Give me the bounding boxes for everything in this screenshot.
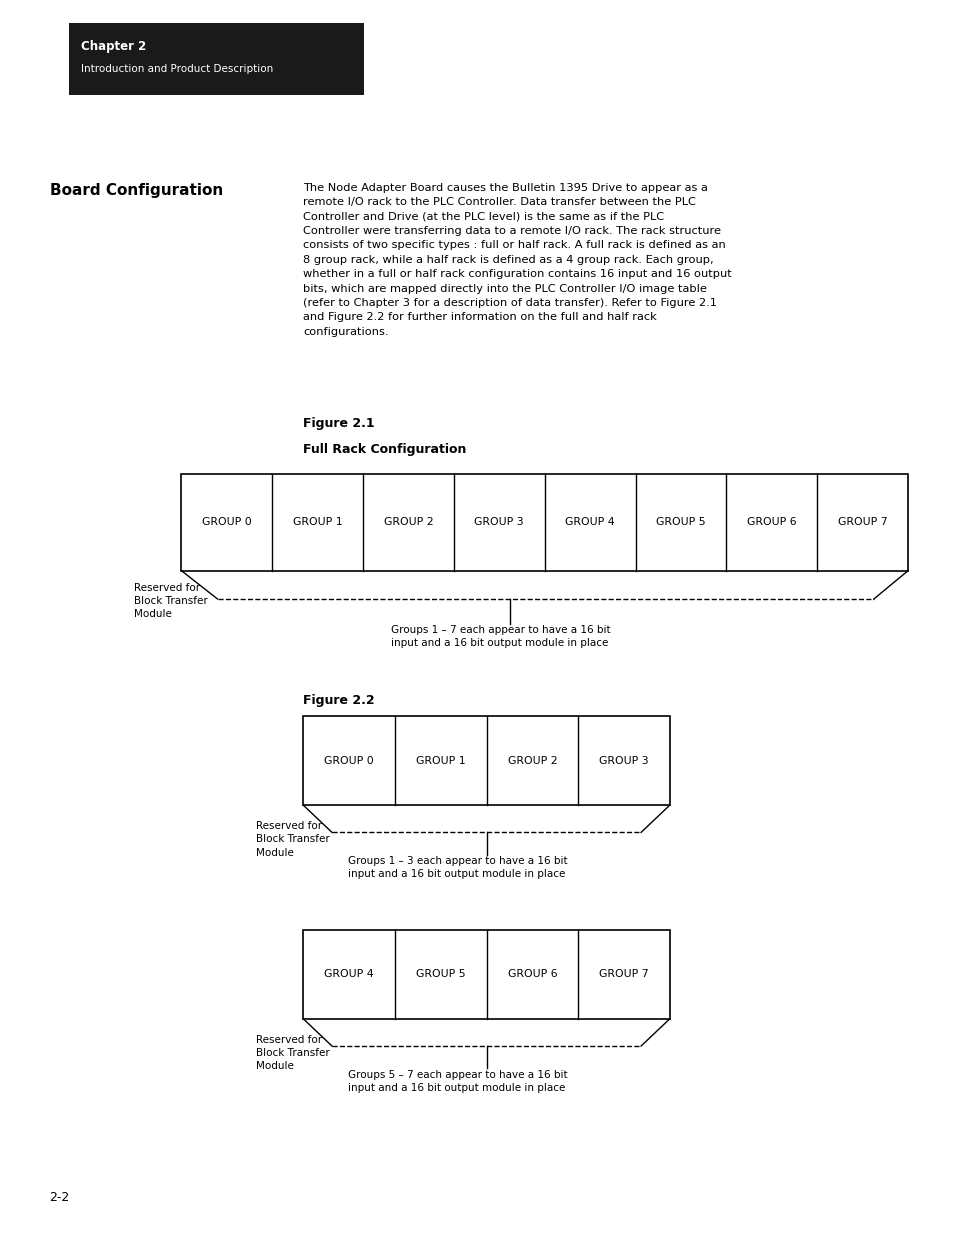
Text: GROUP 1: GROUP 1: [416, 756, 465, 766]
Text: GROUP 6: GROUP 6: [507, 969, 557, 979]
Text: Introduction and Product Description: Introduction and Product Description: [81, 64, 274, 74]
Text: Reserved for
Block Transfer
Module: Reserved for Block Transfer Module: [255, 1035, 329, 1071]
Text: Reserved for
Block Transfer
Module: Reserved for Block Transfer Module: [255, 821, 329, 857]
Bar: [69, 23, 364, 95]
Text: GROUP 0: GROUP 0: [202, 517, 252, 527]
Text: Half Rack Configuration: Half Rack Configuration: [303, 721, 470, 734]
Text: 2-2: 2-2: [50, 1191, 70, 1204]
Text: GROUP 5: GROUP 5: [416, 969, 465, 979]
Text: GROUP 4: GROUP 4: [565, 517, 615, 527]
Text: Figure 2.2: Figure 2.2: [303, 694, 375, 708]
Text: GROUP 5: GROUP 5: [656, 517, 705, 527]
Text: GROUP 2: GROUP 2: [383, 517, 433, 527]
Text: Board Configuration: Board Configuration: [50, 183, 223, 198]
Bar: [303, 716, 669, 805]
Bar: [181, 474, 907, 571]
Text: Reserved for
Block Transfer
Module: Reserved for Block Transfer Module: [133, 583, 207, 619]
Text: GROUP 7: GROUP 7: [598, 969, 648, 979]
Text: Groups 5 – 7 each appear to have a 16 bit
input and a 16 bit output module in pl: Groups 5 – 7 each appear to have a 16 bi…: [348, 1070, 567, 1093]
Text: GROUP 2: GROUP 2: [507, 756, 557, 766]
Text: GROUP 3: GROUP 3: [474, 517, 523, 527]
Text: Chapter 2: Chapter 2: [81, 40, 146, 53]
Text: GROUP 6: GROUP 6: [746, 517, 796, 527]
Text: GROUP 0: GROUP 0: [324, 756, 374, 766]
Text: GROUP 4: GROUP 4: [324, 969, 374, 979]
Text: GROUP 1: GROUP 1: [293, 517, 342, 527]
Text: GROUP 3: GROUP 3: [598, 756, 648, 766]
Bar: [303, 930, 669, 1019]
Text: Figure 2.1: Figure 2.1: [303, 417, 375, 430]
Text: GROUP 7: GROUP 7: [837, 517, 886, 527]
Text: The Node Adapter Board causes the Bulletin 1395 Drive to appear as a
remote I/O : The Node Adapter Board causes the Bullet…: [303, 183, 731, 337]
Text: Full Rack Configuration: Full Rack Configuration: [303, 443, 466, 457]
Text: Groups 1 – 3 each appear to have a 16 bit
input and a 16 bit output module in pl: Groups 1 – 3 each appear to have a 16 bi…: [348, 856, 567, 879]
Text: Groups 1 – 7 each appear to have a 16 bit
input and a 16 bit output module in pl: Groups 1 – 7 each appear to have a 16 bi…: [391, 625, 610, 648]
